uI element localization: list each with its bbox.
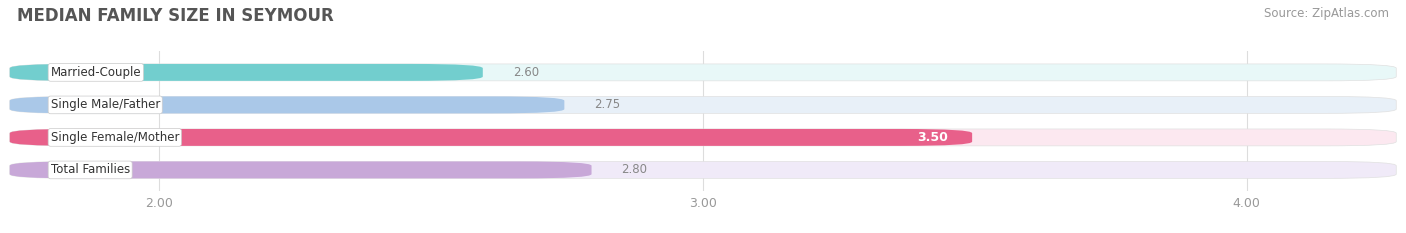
Text: 2.80: 2.80: [621, 163, 647, 176]
FancyBboxPatch shape: [10, 96, 564, 113]
Text: Source: ZipAtlas.com: Source: ZipAtlas.com: [1264, 7, 1389, 20]
FancyBboxPatch shape: [10, 161, 1396, 178]
Text: Single Female/Mother: Single Female/Mother: [51, 131, 179, 144]
FancyBboxPatch shape: [10, 96, 1396, 113]
FancyBboxPatch shape: [10, 64, 1396, 81]
Text: MEDIAN FAMILY SIZE IN SEYMOUR: MEDIAN FAMILY SIZE IN SEYMOUR: [17, 7, 333, 25]
Text: Married-Couple: Married-Couple: [51, 66, 141, 79]
FancyBboxPatch shape: [10, 129, 1396, 146]
Text: Single Male/Father: Single Male/Father: [51, 98, 160, 111]
Text: 2.75: 2.75: [595, 98, 620, 111]
Text: Total Families: Total Families: [51, 163, 129, 176]
FancyBboxPatch shape: [10, 129, 972, 146]
FancyBboxPatch shape: [10, 64, 482, 81]
Text: 2.60: 2.60: [513, 66, 538, 79]
Text: 3.50: 3.50: [917, 131, 948, 144]
FancyBboxPatch shape: [10, 161, 592, 178]
